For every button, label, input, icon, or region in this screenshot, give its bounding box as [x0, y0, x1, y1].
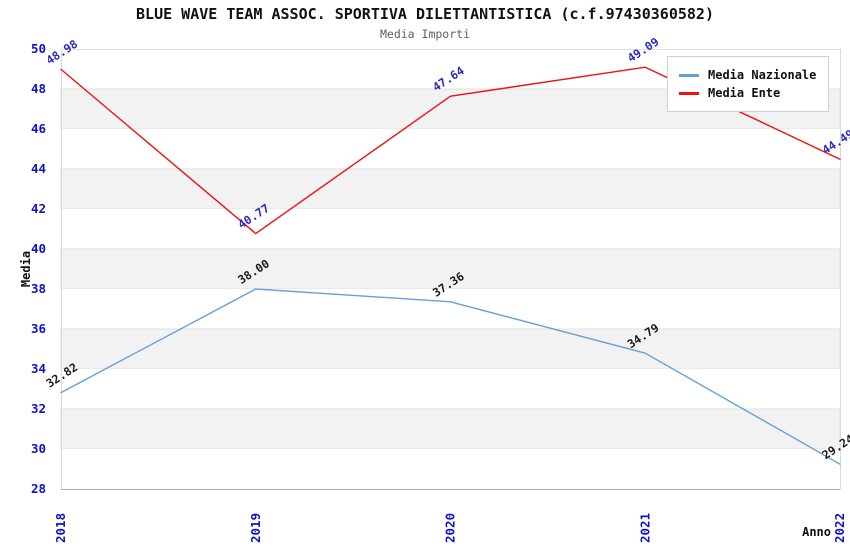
- y-tick-label: 46: [31, 121, 46, 136]
- plot-band: [61, 209, 840, 249]
- plot-band: [60, 168, 841, 210]
- y-tick-label: 40: [31, 241, 46, 256]
- plot-band: [60, 328, 841, 370]
- y-tick-label: 28: [31, 481, 46, 496]
- y-tick-label: 44: [31, 161, 46, 176]
- x-tick-label: 2022: [832, 513, 847, 543]
- plot-band: [60, 408, 841, 450]
- y-tick-label: 32: [31, 401, 46, 416]
- legend-item: Media Nazionale: [679, 68, 816, 82]
- plot-band: [61, 129, 840, 169]
- y-tick-label: 48: [31, 81, 46, 96]
- y-tick-label: 42: [31, 201, 46, 216]
- plot-band: [61, 369, 840, 409]
- legend-swatch-icon: [679, 91, 699, 95]
- legend-label: Media Ente: [708, 86, 781, 100]
- x-tick-label: 2018: [53, 513, 68, 543]
- legend: Media Nazionale Media Ente: [667, 56, 830, 112]
- y-tick-label: 34: [31, 361, 46, 376]
- legend-label: Media Nazionale: [708, 68, 817, 82]
- y-tick-label: 38: [31, 281, 46, 296]
- plot-band: [61, 289, 840, 329]
- y-axis-title: Media: [19, 251, 33, 287]
- y-tick-label: 36: [31, 321, 46, 336]
- x-tick-label: 2021: [637, 513, 652, 543]
- plot-band: [61, 449, 840, 489]
- series-line: [60, 288, 841, 465]
- legend-item: Media Ente: [679, 86, 816, 100]
- x-tick-label: 2020: [443, 513, 458, 543]
- legend-swatch-icon: [679, 73, 699, 77]
- x-tick-label: 2019: [248, 513, 263, 543]
- x-axis-title: Anno: [802, 525, 831, 539]
- y-tick-label: 50: [31, 41, 46, 56]
- chart-subtitle: Media Importi: [379, 27, 470, 41]
- y-tick-label: 30: [31, 441, 46, 456]
- chart-title: BLUE WAVE TEAM ASSOC. SPORTIVA DILETTANT…: [136, 5, 714, 23]
